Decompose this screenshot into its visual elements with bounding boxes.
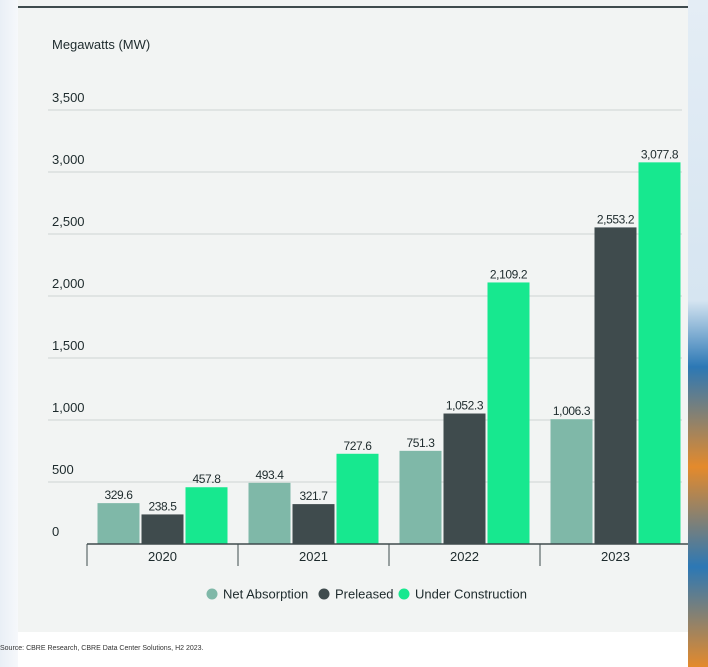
bar-net-absorption-2020 (97, 503, 140, 544)
bar-net-absorption-2022 (399, 450, 442, 544)
bar-net-absorption-2021 (248, 482, 291, 544)
x-tick-label-2023: 2023 (601, 549, 630, 564)
bar-net-absorption-2023 (550, 419, 593, 544)
y-axis-label: Megawatts (MW) (52, 37, 150, 52)
source-note: Source: CBRE Research, CBRE Data Center … (0, 645, 204, 652)
legend-swatch-preleased (318, 588, 330, 600)
data-label: 2,109.2 (490, 267, 528, 281)
bar-chart: Megawatts (MW) 0 500 1,000 1,500 2,000 2,500 3,… (48, 37, 692, 602)
data-label: 727.6 (343, 439, 372, 453)
bar-under-construction-2021 (336, 453, 379, 544)
bar-preleased-2023 (594, 227, 637, 544)
legend-swatch-under-construction (398, 588, 410, 600)
data-label: 329.6 (104, 488, 133, 502)
data-label: 751.3 (406, 436, 435, 450)
legend-swatch-net-absorption (206, 588, 218, 600)
bar-under-construction-2023 (638, 162, 681, 545)
legend-label-under-construction: Under Construction (415, 587, 527, 602)
data-label: 3,077.8 (641, 147, 679, 161)
y-tick-label: 1,500 (52, 338, 85, 353)
left-background-strip (0, 0, 18, 667)
data-label: 457.8 (192, 472, 221, 486)
y-tick-label: 3,000 (52, 152, 85, 167)
right-background-strip (688, 0, 708, 667)
data-label: 321.7 (299, 489, 328, 503)
bar-under-construction-2020 (185, 487, 228, 544)
top-rule (18, 6, 688, 8)
bar-preleased-2022 (443, 413, 486, 544)
chart-panel: Megawatts (MW) 0 500 1,000 1,500 2,000 2,500 3,… (18, 0, 692, 632)
y-tick-label: 2,500 (52, 214, 85, 229)
data-label: 1,052.3 (446, 399, 484, 413)
bar-under-construction-2022 (487, 282, 530, 544)
x-tick-label-2020: 2020 (148, 549, 177, 564)
y-tick-label: 500 (52, 462, 74, 477)
y-tick-label: 3,500 (52, 90, 85, 105)
y-tick-label: 0 (52, 524, 59, 539)
bar-preleased-2021 (292, 504, 335, 544)
y-tick-label: 2,000 (52, 276, 85, 291)
x-tick-label-2021: 2021 (299, 549, 328, 564)
x-tick-label-2022: 2022 (450, 549, 479, 564)
legend-label-net-absorption: Net Absorption (223, 587, 308, 602)
data-label: 2,553.2 (597, 212, 635, 226)
bar-preleased-2020 (141, 514, 184, 544)
legend-label-preleased: Preleased (335, 587, 394, 602)
data-label: 493.4 (255, 468, 284, 482)
y-tick-label: 1,000 (52, 400, 85, 415)
data-label: 238.5 (148, 499, 177, 513)
data-label: 1,006.3 (553, 404, 591, 418)
